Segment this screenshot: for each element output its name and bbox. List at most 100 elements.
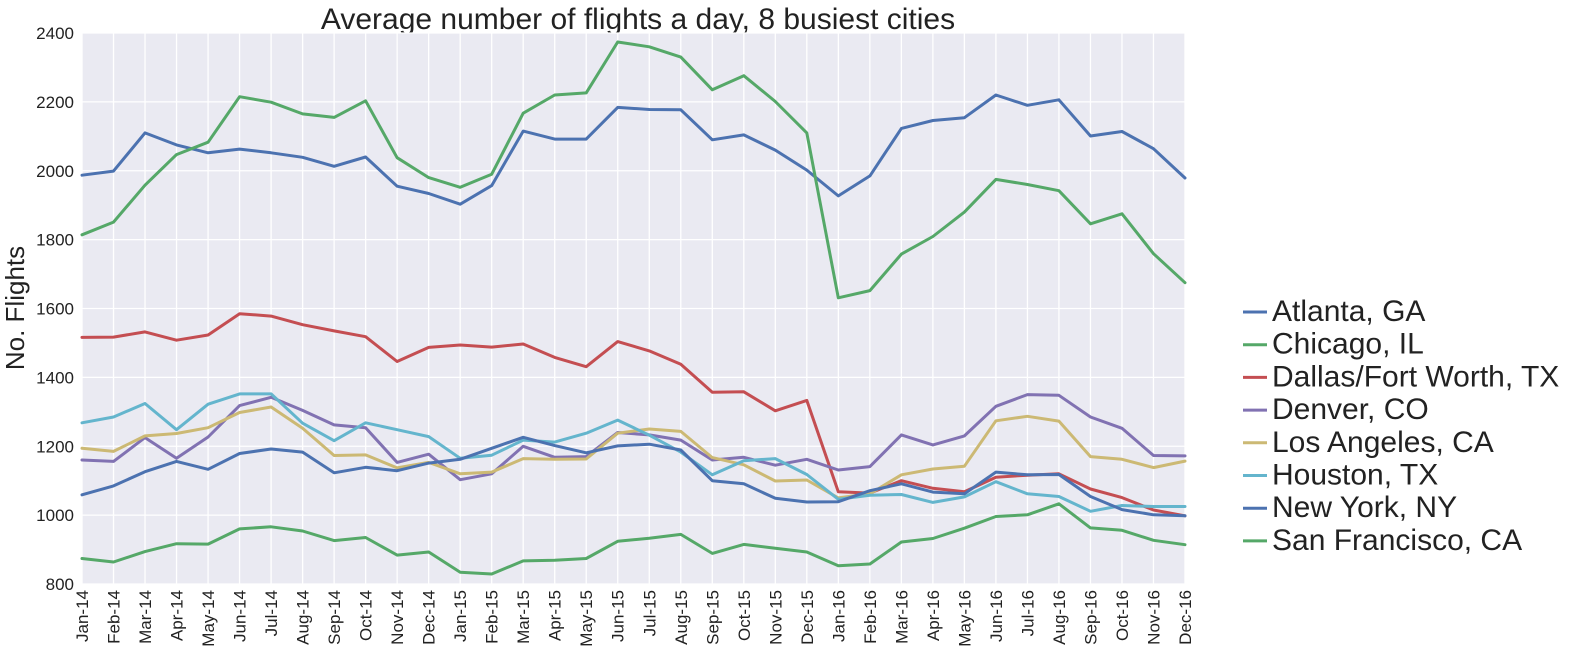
data-point [490, 447, 493, 450]
legend-label: Atlanta, GA [1272, 295, 1425, 328]
data-point [1120, 130, 1124, 133]
data-point [994, 480, 998, 483]
data-point [301, 450, 304, 454]
data-point [80, 421, 84, 424]
data-point [648, 349, 651, 353]
x-tick-label: Aug-16 [1050, 590, 1069, 645]
data-point [1183, 454, 1187, 458]
data-point [1152, 539, 1155, 542]
data-point [238, 527, 241, 531]
data-point [80, 493, 84, 496]
data-point [522, 438, 525, 442]
data-point [931, 467, 935, 471]
data-point [112, 169, 115, 173]
y-tick-label: 2400 [36, 24, 74, 43]
chart-title: Average number of flights a day, 8 busie… [321, 3, 955, 36]
data-point [364, 335, 367, 338]
data-point [80, 336, 84, 339]
data-point [395, 185, 399, 188]
data-point [301, 422, 304, 425]
data-point [459, 458, 462, 461]
data-point [616, 340, 619, 343]
data-point [900, 540, 903, 544]
data-point [900, 433, 903, 437]
data-point [364, 155, 367, 159]
data-point [1152, 454, 1155, 457]
data-point [774, 479, 777, 483]
data-point [805, 131, 808, 135]
y-axis: 800 1000 1200 1400 1600 1800 2000 2200 2400 [36, 24, 74, 594]
x-tick-label: Mar-14 [136, 590, 155, 644]
data-point [143, 402, 147, 405]
data-point [1120, 458, 1124, 461]
data-point [238, 147, 241, 151]
data-point [1089, 415, 1092, 419]
data-point [522, 445, 525, 448]
data-point [742, 133, 745, 137]
data-point [774, 148, 777, 152]
data-point [1120, 508, 1124, 511]
data-point [1152, 466, 1155, 469]
data-point [112, 460, 115, 463]
data-point [1026, 393, 1029, 396]
data-point [143, 184, 147, 187]
data-point [742, 482, 745, 485]
data-point [301, 529, 304, 533]
data-point [805, 478, 808, 482]
data-point [1183, 514, 1187, 517]
data-point [931, 501, 935, 504]
data-point [269, 525, 273, 528]
data-point [1026, 104, 1029, 107]
data-point [490, 345, 493, 349]
data-point [395, 469, 399, 472]
data-point [805, 458, 808, 461]
x-tick-label: Jan-14 [73, 590, 92, 642]
data-point [679, 55, 682, 59]
data-point [585, 451, 588, 454]
data-point [301, 427, 304, 430]
data-point [585, 137, 588, 141]
x-tick-label: Dec-14 [420, 590, 439, 645]
data-point [301, 112, 304, 116]
data-point [269, 314, 273, 318]
data-point [585, 432, 588, 435]
data-point [206, 333, 210, 337]
data-point [427, 550, 430, 554]
data-point [332, 423, 336, 427]
data-point [1152, 513, 1155, 516]
data-point [175, 542, 178, 545]
data-point [301, 156, 304, 159]
data-point [994, 405, 998, 408]
x-tick-label: Oct-14 [357, 590, 376, 641]
data-point [1183, 505, 1187, 508]
data-point [332, 439, 336, 442]
x-tick-label: Apr-14 [168, 590, 187, 641]
data-point [931, 490, 935, 494]
data-point [238, 312, 241, 315]
data-point [805, 168, 808, 172]
data-point [648, 434, 651, 437]
data-point [143, 131, 147, 135]
data-point [238, 95, 241, 98]
data-point [364, 421, 367, 424]
data-point [80, 458, 84, 462]
data-point [112, 560, 115, 564]
data-point [994, 178, 998, 181]
data-point [332, 116, 336, 119]
data-point [679, 448, 682, 452]
data-point [963, 434, 966, 438]
data-point [711, 88, 714, 92]
data-point [837, 564, 840, 567]
data-point [427, 461, 430, 465]
x-tick-label: May-16 [955, 590, 974, 647]
data-point [1057, 473, 1061, 476]
data-point [585, 557, 588, 560]
x-tick-label: Mar-16 [892, 590, 911, 644]
x-tick-label: Mar-15 [514, 590, 533, 644]
data-point [742, 463, 745, 466]
data-point [553, 356, 556, 359]
series-line [80, 435, 1187, 518]
data-point [805, 473, 808, 476]
data-point [1057, 394, 1061, 397]
